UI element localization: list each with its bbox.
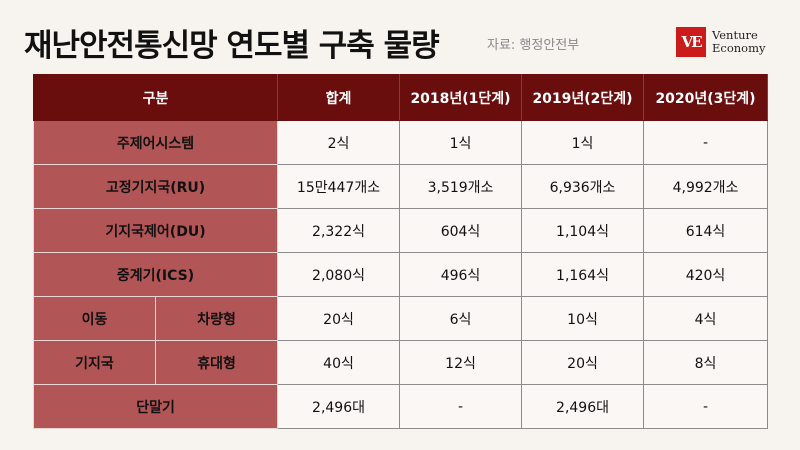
cell-2019: 1,104식	[521, 208, 645, 253]
table-row: 중계기(ICS) 2,080식 496식 1,164식 420식	[32, 252, 769, 297]
cell-2018: 1식	[399, 120, 523, 165]
row-label: 주제어시스템	[32, 120, 279, 165]
cell-total: 2,496대	[277, 384, 401, 429]
cell-2018: 496식	[399, 252, 523, 297]
cell-2019: 20식	[521, 340, 645, 385]
cell-2020: 8식	[643, 340, 769, 385]
row-group-label: 기지국	[33, 340, 156, 385]
cell-total: 15만447개소	[277, 164, 401, 209]
logo-line-2: Economy	[712, 41, 766, 55]
cell-2019: 10식	[521, 296, 645, 341]
ve-logo-icon: VE	[676, 27, 706, 57]
cell-2018: 3,519개소	[399, 164, 523, 209]
cell-2020: 420식	[643, 252, 769, 297]
table-row: 단말기 2,496대 - 2,496대 -	[32, 384, 769, 429]
logo-wordmark: Venture Economy	[712, 29, 766, 55]
cell-2020: 614식	[643, 208, 769, 253]
cell-2019: 6,936개소	[521, 164, 645, 209]
page-title: 재난안전통신망 연도별 구축 물량	[24, 28, 440, 64]
row-label: 단말기	[32, 384, 279, 429]
row-group-label: 이동	[33, 296, 156, 341]
cell-2019: 1식	[521, 120, 645, 165]
header-total: 합계	[277, 74, 401, 121]
cell-2019: 1,164식	[521, 252, 645, 297]
row-sub-label: 차량형	[154, 296, 279, 341]
table-row: 고정기지국(RU) 15만447개소 3,519개소 6,936개소 4,992…	[32, 164, 769, 209]
cell-total: 40식	[277, 340, 401, 385]
cell-2020: 4,992개소	[643, 164, 769, 209]
cell-total: 20식	[277, 296, 401, 341]
construction-volume-table: 구분 합계 2018년(1단계) 2019년(2단계) 2020년(3단계) 주…	[32, 74, 769, 429]
table-header-row: 구분 합계 2018년(1단계) 2019년(2단계) 2020년(3단계)	[32, 74, 769, 121]
cell-2020: -	[643, 384, 769, 429]
table-row: 기지국제어(DU) 2,322식 604식 1,104식 614식	[32, 208, 769, 253]
cell-2018: 12식	[399, 340, 523, 385]
cell-total: 2,080식	[277, 252, 401, 297]
cell-2020: -	[643, 120, 769, 165]
header-2019: 2019년(2단계)	[521, 74, 645, 121]
source-note: 자료: 행정안전부	[487, 38, 580, 53]
cell-2018: 604식	[399, 208, 523, 253]
logo-line-1: Venture	[712, 28, 758, 42]
table-row: 이동 차량형 20식 6식 10식 4식	[33, 296, 769, 341]
cell-2018: 6식	[399, 296, 523, 341]
cell-total: 2,322식	[277, 208, 401, 253]
cell-2018: -	[399, 384, 523, 429]
cell-2020: 4식	[643, 296, 769, 341]
cell-total: 2식	[277, 120, 401, 165]
row-label: 고정기지국(RU)	[32, 164, 279, 209]
row-label: 중계기(ICS)	[32, 252, 279, 297]
table-row: 기지국 휴대형 40식 12식 20식 8식	[33, 340, 769, 385]
header-2018: 2018년(1단계)	[399, 74, 523, 121]
table-row: 주제어시스템 2식 1식 1식 -	[32, 120, 769, 165]
venture-economy-logo: VE Venture Economy	[676, 27, 766, 57]
header-2020: 2020년(3단계)	[643, 74, 769, 121]
header-category: 구분	[32, 74, 279, 121]
row-label: 기지국제어(DU)	[32, 208, 279, 253]
cell-2019: 2,496대	[521, 384, 645, 429]
row-sub-label: 휴대형	[154, 340, 279, 385]
